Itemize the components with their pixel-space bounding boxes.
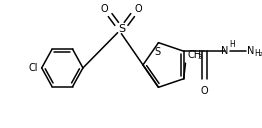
Text: CH: CH: [187, 50, 201, 60]
Text: O: O: [134, 4, 142, 14]
Text: N: N: [247, 46, 255, 56]
Text: S: S: [118, 24, 125, 34]
Text: 3: 3: [198, 54, 202, 60]
Text: 2: 2: [259, 52, 262, 57]
Text: O: O: [200, 86, 208, 96]
Text: H: H: [254, 49, 260, 58]
Text: O: O: [101, 4, 108, 14]
Text: Cl: Cl: [29, 63, 38, 73]
Text: H: H: [230, 40, 235, 49]
Text: N: N: [221, 46, 228, 56]
Text: S: S: [155, 47, 161, 57]
